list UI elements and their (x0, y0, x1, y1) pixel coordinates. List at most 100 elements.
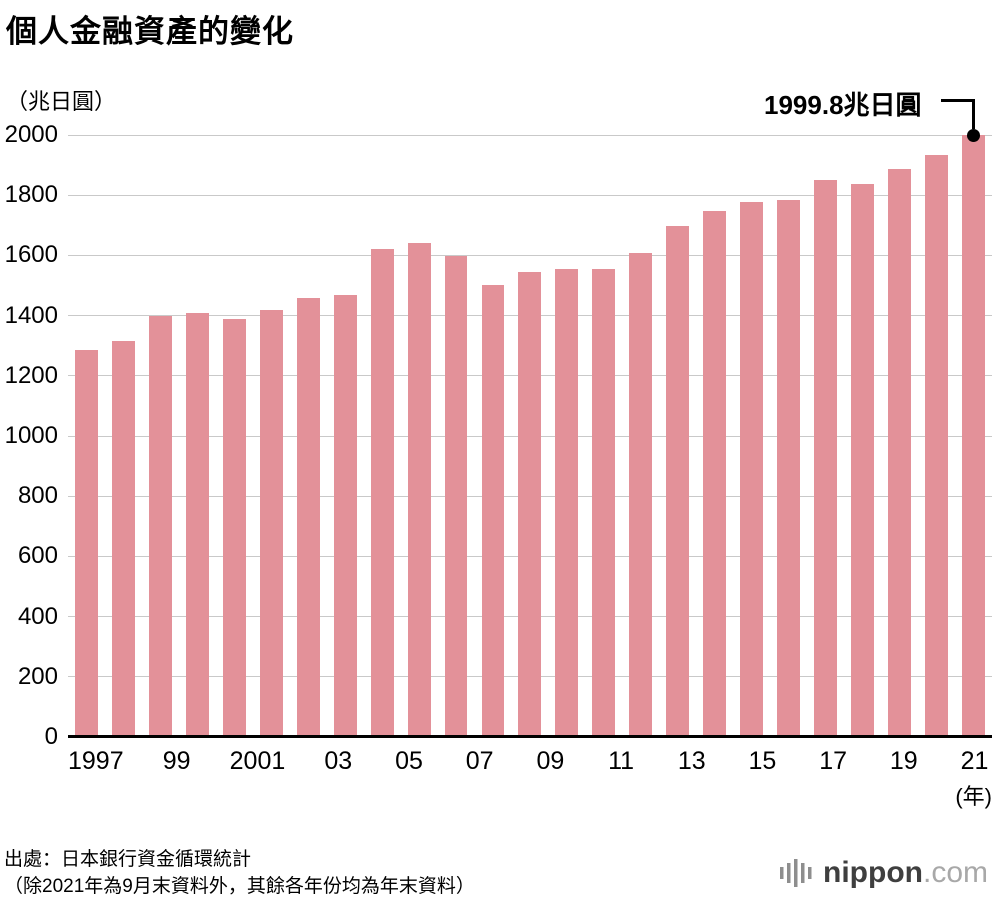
bar-slot-2000 (179, 135, 216, 737)
bar-2020 (924, 154, 948, 737)
bar-slot-2018 (844, 135, 881, 737)
bar-series (68, 135, 992, 737)
bar-2002 (259, 309, 283, 737)
bar-slot-2010 (548, 135, 585, 737)
x-tick-spacer (639, 747, 674, 776)
y-axis-unit-label: （兆日圓） (6, 89, 117, 114)
bar-slot-2014 (696, 135, 733, 737)
bar-2001 (222, 318, 246, 737)
annotation-dot (967, 128, 981, 142)
bar-slot-2021 (955, 135, 992, 737)
x-tick-spacer (285, 747, 320, 776)
bar-2016 (777, 199, 801, 737)
x-tick-label-2001: 2001 (229, 747, 286, 775)
x-tick-spacer (497, 747, 532, 776)
x-tick-label-05: 05 (395, 747, 423, 775)
bar-2007 (444, 256, 468, 737)
bar-2021 (961, 135, 985, 737)
bar-slot-2008 (474, 135, 511, 737)
x-tick-label-99: 99 (162, 747, 191, 775)
y-tick-label-1600: 1600 (4, 241, 58, 269)
nippon-logo: nippon.com (779, 856, 988, 890)
bar-2004 (333, 294, 357, 737)
bar-2013 (666, 225, 690, 737)
y-tick-label-2000: 2000 (4, 121, 58, 148)
x-tick-spacer (921, 747, 956, 776)
chart-title: 個人金融資產的變化 (6, 14, 294, 49)
gridline-1800 (68, 194, 992, 196)
x-tick-label-15: 15 (748, 747, 777, 775)
annotation-connector-vertical (972, 99, 975, 129)
x-tick-label-09: 09 (536, 747, 565, 775)
bar-slot-2007 (438, 135, 475, 737)
bar-slot-2011 (585, 135, 622, 737)
bar-1998 (111, 341, 135, 737)
x-tick-label-1997: 1997 (68, 747, 124, 775)
x-tick-spacer (851, 747, 886, 776)
bar-slot-2005 (364, 135, 401, 737)
x-tick-label-21: 21 (960, 747, 989, 775)
x-tick-spacer (568, 747, 603, 776)
bar-2019 (887, 168, 911, 737)
bar-2018 (851, 183, 874, 737)
bar-slot-2019 (881, 135, 918, 737)
bar-slot-2002 (253, 135, 290, 737)
bar-2000 (185, 312, 209, 737)
x-tick-spacer (427, 747, 462, 776)
bar-2011 (592, 268, 616, 737)
annotation-connector-horizontal (941, 99, 975, 102)
x-tick-spacer (194, 747, 229, 776)
y-tick-label-0: 0 (44, 723, 58, 750)
y-tick-label-800: 800 (17, 482, 58, 510)
bar-2014 (703, 210, 727, 737)
bar-2017 (814, 179, 837, 737)
bar-slot-1997 (68, 135, 105, 737)
bar-slot-2009 (511, 135, 548, 737)
bar-slot-2001 (216, 135, 253, 737)
x-tick-label-11: 11 (608, 747, 635, 775)
y-tick-label-1000: 1000 (4, 422, 58, 449)
y-tick-label-1200: 1200 (4, 361, 58, 389)
bar-slot-2015 (733, 135, 770, 737)
x-tick-label-13: 13 (677, 747, 706, 775)
x-axis-labels: 1997 99 2001 03 05 07 09 11 13 15 17 19 21 (68, 747, 992, 776)
source-text-line1: 出處：日本銀行資金循環統計 (4, 849, 252, 870)
x-tick-label-03: 03 (324, 747, 353, 775)
logo-domain: .com (922, 856, 988, 889)
bar-slot-2016 (770, 135, 807, 737)
bar-slot-2004 (327, 135, 364, 737)
y-tick-label-200: 200 (17, 662, 58, 690)
bar-1997 (75, 350, 98, 737)
bar-2015 (740, 201, 764, 737)
x-tick-label-07: 07 (465, 747, 494, 775)
x-tick-label-17: 17 (819, 747, 848, 775)
bar-2003 (296, 298, 320, 737)
bar-slot-2003 (290, 135, 327, 737)
bar-slot-2012 (622, 135, 659, 737)
y-tick-label-1400: 1400 (4, 301, 58, 329)
bar-2008 (481, 284, 505, 737)
bar-slot-2020 (918, 135, 955, 737)
source-text-line2: （除2021年為9月末資料外，其餘各年份均為年末資料） (4, 876, 475, 897)
bar-slot-2013 (659, 135, 696, 737)
bar-2010 (555, 268, 579, 737)
x-tick-spacer (356, 747, 391, 776)
nippon-logo-icon (780, 859, 812, 887)
bar-slot-2017 (807, 135, 844, 737)
bar-2005 (370, 249, 394, 737)
x-tick-spacer (780, 747, 815, 776)
x-tick-label-19: 19 (889, 747, 918, 775)
bar-2006 (407, 242, 431, 737)
bar-1999 (148, 315, 172, 737)
x-tick-spacer (709, 747, 744, 776)
y-tick-label-400: 400 (17, 602, 58, 630)
y-tick-label-600: 600 (17, 542, 58, 570)
bar-slot-1999 (142, 135, 179, 737)
x-axis-line (68, 735, 992, 738)
x-tick-spacer (124, 747, 159, 776)
bar-slot-1998 (105, 135, 142, 737)
annotation-label: 1999.8兆日圓 (764, 90, 922, 120)
bar-2012 (629, 253, 653, 737)
bar-slot-2006 (401, 135, 438, 737)
